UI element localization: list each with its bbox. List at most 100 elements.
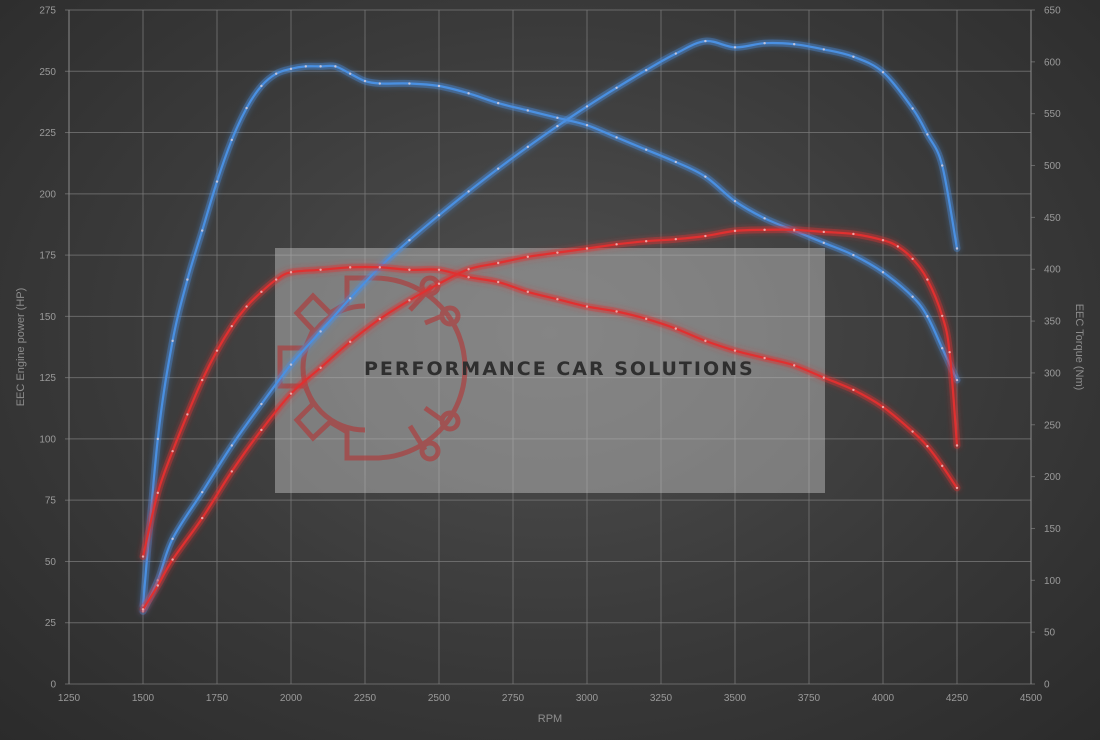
data-point bbox=[349, 72, 352, 75]
data-point bbox=[941, 164, 944, 167]
y-right-tick-label: 300 bbox=[1044, 368, 1061, 379]
data-point bbox=[674, 327, 677, 330]
data-point bbox=[645, 240, 648, 243]
data-point bbox=[793, 43, 796, 46]
data-point bbox=[881, 271, 885, 274]
y-left-tick-label: 150 bbox=[39, 312, 56, 323]
data-point bbox=[585, 105, 589, 108]
data-point bbox=[215, 180, 219, 183]
data-point bbox=[230, 470, 233, 473]
data-point bbox=[437, 214, 441, 217]
data-point bbox=[733, 46, 737, 49]
y-left-tick-label: 0 bbox=[50, 680, 56, 691]
x-tick-label: 2250 bbox=[354, 693, 377, 704]
data-point bbox=[645, 148, 648, 151]
data-point bbox=[674, 237, 677, 241]
data-point bbox=[556, 298, 559, 301]
data-point bbox=[556, 116, 559, 120]
grid bbox=[65, 9, 1035, 685]
data-point bbox=[319, 330, 322, 333]
x-tick-label: 2000 bbox=[280, 693, 303, 704]
data-point bbox=[156, 584, 159, 587]
x-tick-label: 4500 bbox=[1020, 693, 1043, 704]
data-point bbox=[763, 356, 766, 360]
data-point bbox=[467, 92, 470, 95]
data-point bbox=[171, 339, 174, 343]
data-point bbox=[201, 516, 204, 520]
x-tick-label: 3250 bbox=[650, 693, 673, 704]
data-point bbox=[408, 238, 411, 242]
y-right-tick-label: 500 bbox=[1044, 161, 1061, 172]
y-right-tick-label: 400 bbox=[1044, 265, 1061, 276]
y-left-tick-label: 25 bbox=[45, 618, 57, 629]
data-point bbox=[230, 444, 233, 447]
data-point bbox=[289, 392, 293, 395]
data-point bbox=[437, 84, 441, 88]
y-right-tick-label: 0 bbox=[1044, 680, 1050, 691]
data-point bbox=[437, 282, 441, 285]
data-point bbox=[896, 245, 899, 248]
data-point bbox=[215, 349, 219, 352]
data-point bbox=[585, 123, 589, 127]
data-point bbox=[955, 486, 959, 490]
data-point bbox=[852, 232, 855, 236]
data-point bbox=[955, 444, 959, 447]
data-point bbox=[822, 376, 825, 379]
data-point bbox=[275, 72, 278, 75]
y-left-tick-label: 50 bbox=[45, 557, 57, 568]
data-point bbox=[408, 299, 411, 302]
data-point bbox=[171, 558, 174, 561]
data-point bbox=[822, 230, 825, 234]
data-point bbox=[585, 247, 589, 250]
axis-titles: RPM EEC Engine power (HP) EEC Torque (Nm… bbox=[15, 288, 1085, 725]
data-point bbox=[275, 278, 278, 281]
watermark-brand: PERFORMANCE CAR SOLUTIONS bbox=[364, 358, 755, 380]
data-point bbox=[674, 52, 677, 55]
data-point bbox=[674, 160, 677, 164]
x-tick-label: 1500 bbox=[132, 693, 155, 704]
data-point bbox=[245, 305, 248, 308]
data-point bbox=[911, 257, 914, 261]
x-tick-label: 1750 bbox=[206, 693, 229, 704]
data-point bbox=[585, 305, 589, 308]
data-point bbox=[926, 278, 929, 281]
data-point bbox=[881, 405, 885, 409]
data-point bbox=[260, 84, 263, 88]
axis-ticks: 1250 1500 1750 2000 2250 2500 2750 3000 3250 3500… bbox=[39, 6, 1061, 705]
data-point bbox=[704, 39, 707, 43]
data-point bbox=[881, 238, 885, 242]
data-point bbox=[645, 68, 648, 72]
data-point bbox=[260, 290, 263, 294]
data-point bbox=[349, 297, 352, 300]
y-left-tick-label: 125 bbox=[39, 373, 56, 384]
data-point bbox=[467, 275, 470, 279]
data-point bbox=[260, 428, 263, 432]
data-point bbox=[201, 490, 204, 494]
y-left-tick-label: 250 bbox=[39, 67, 56, 78]
data-point bbox=[955, 378, 959, 382]
data-point bbox=[437, 268, 441, 271]
data-point bbox=[497, 167, 500, 170]
data-point bbox=[926, 133, 929, 136]
data-point bbox=[467, 268, 470, 271]
data-point bbox=[289, 67, 293, 71]
series-line bbox=[141, 64, 959, 607]
data-point bbox=[911, 430, 914, 433]
data-point bbox=[334, 65, 337, 68]
data-point bbox=[497, 261, 500, 265]
data-point bbox=[615, 243, 618, 246]
y-right-tick-label: 150 bbox=[1044, 524, 1061, 535]
data-point bbox=[793, 228, 796, 232]
data-point bbox=[733, 349, 737, 352]
y-left-tick-label: 200 bbox=[39, 189, 56, 200]
y-right-tick-label: 650 bbox=[1044, 6, 1061, 17]
data-point bbox=[363, 79, 367, 83]
data-point bbox=[378, 266, 381, 269]
x-tick-label: 3000 bbox=[576, 693, 599, 704]
data-point bbox=[948, 350, 951, 354]
data-point bbox=[141, 555, 145, 558]
data-point bbox=[156, 437, 159, 441]
data-point bbox=[645, 317, 648, 321]
y-right-tick-label: 450 bbox=[1044, 213, 1061, 224]
